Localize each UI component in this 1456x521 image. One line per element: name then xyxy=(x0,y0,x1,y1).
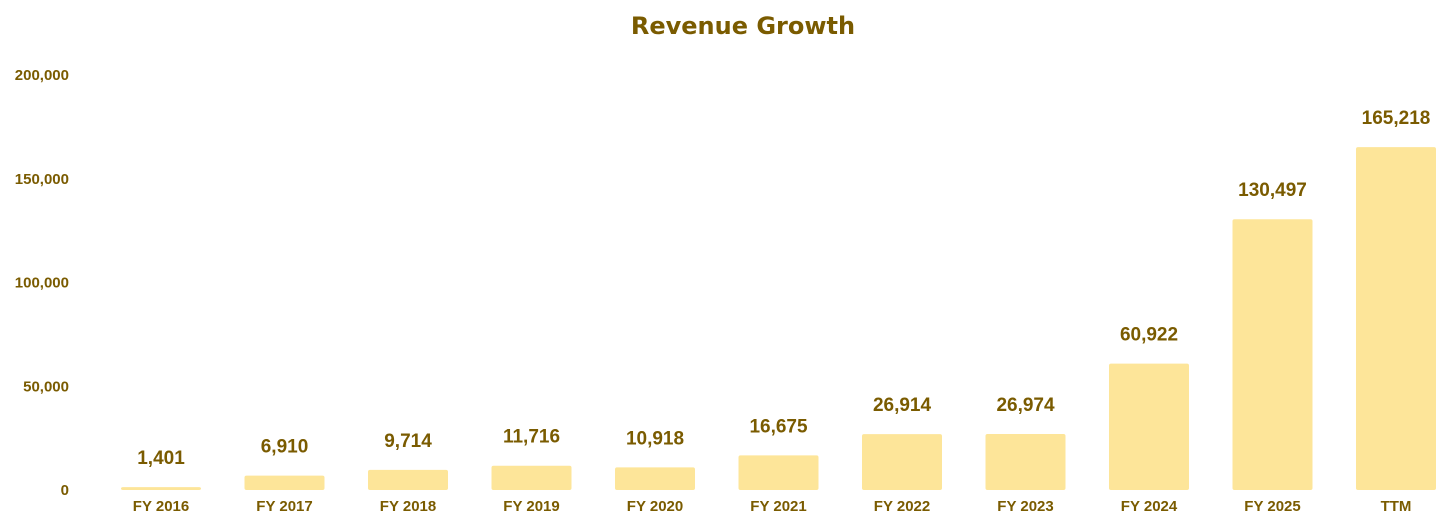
x-tick-label: FY 2019 xyxy=(503,498,559,515)
x-tick-label: TTM xyxy=(1381,498,1412,515)
data-label: 130,497 xyxy=(1238,180,1307,201)
data-label: 9,714 xyxy=(384,431,432,452)
y-axis: 0 50,000 100,000 150,000 200,000 xyxy=(15,67,69,499)
bar xyxy=(121,487,201,490)
data-label: 1,401 xyxy=(137,448,185,469)
bar xyxy=(862,434,942,490)
x-tick-label: FY 2024 xyxy=(1121,498,1178,515)
x-axis: FY 2016 FY 2017 FY 2018 FY 2019 FY 2020 FY 20… xyxy=(133,498,1412,515)
data-label: 6,910 xyxy=(261,437,309,458)
data-label: 16,675 xyxy=(749,416,808,437)
bar xyxy=(738,455,819,490)
bar xyxy=(615,467,695,490)
x-tick-label: FY 2023 xyxy=(997,498,1053,515)
x-tick-label: FY 2020 xyxy=(627,498,683,515)
data-labels-group: 1,401 6,910 9,714 11,716 10,918 16,675 26,914 2… xyxy=(137,108,1430,469)
y-tick-label: 100,000 xyxy=(15,275,69,292)
y-tick-label: 150,000 xyxy=(15,171,69,188)
bars-group xyxy=(121,147,1436,490)
data-label: 165,218 xyxy=(1362,108,1431,129)
bar xyxy=(491,465,572,490)
y-tick-label: 0 xyxy=(61,482,69,499)
bar xyxy=(1232,219,1313,490)
bar xyxy=(985,434,1066,490)
bar xyxy=(1109,363,1189,490)
data-label: 60,922 xyxy=(1120,325,1178,346)
x-tick-label: FY 2018 xyxy=(380,498,436,515)
data-label: 26,974 xyxy=(996,395,1055,416)
x-tick-label: FY 2025 xyxy=(1244,498,1300,515)
x-tick-label: FY 2022 xyxy=(874,498,930,515)
chart-title: Revenue Growth xyxy=(631,12,855,40)
y-tick-label: 50,000 xyxy=(23,378,69,395)
data-label: 26,914 xyxy=(873,395,932,416)
data-label: 11,716 xyxy=(503,427,560,448)
x-tick-label: FY 2017 xyxy=(256,498,312,515)
data-label: 10,918 xyxy=(626,428,684,449)
bar xyxy=(1356,147,1436,490)
y-tick-label: 200,000 xyxy=(15,67,69,84)
x-tick-label: FY 2016 xyxy=(133,498,189,515)
bar xyxy=(368,469,448,490)
bar xyxy=(244,475,325,490)
x-tick-label: FY 2021 xyxy=(750,498,806,515)
